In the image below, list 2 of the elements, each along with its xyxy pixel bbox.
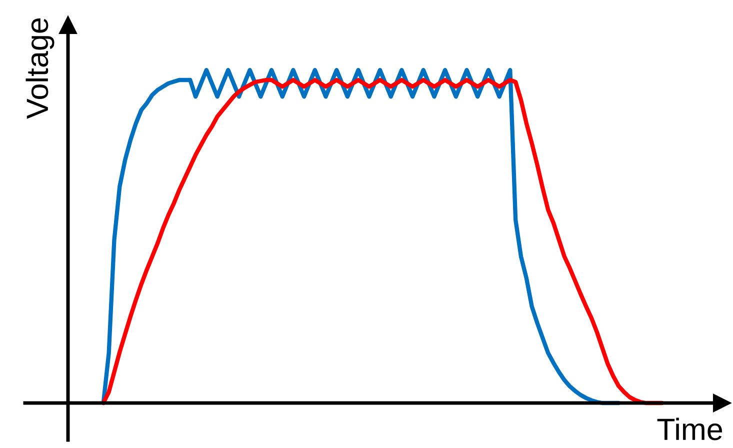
y-axis-title: Voltage (26, 18, 54, 119)
x-axis-title: Time (657, 418, 722, 440)
